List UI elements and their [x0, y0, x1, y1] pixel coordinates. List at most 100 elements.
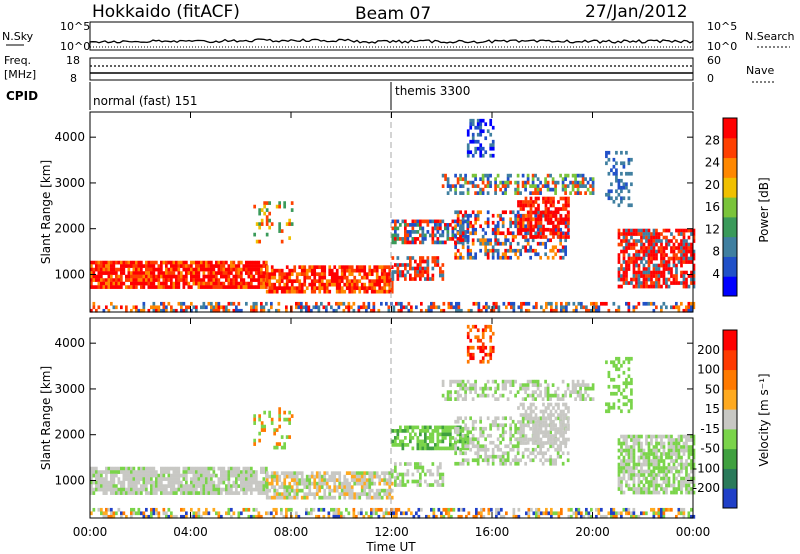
echo-cell — [620, 476, 623, 481]
echo-cell — [516, 241, 520, 246]
echo-cell — [637, 267, 641, 271]
echo-cell — [262, 278, 266, 282]
echo-cell — [202, 305, 206, 310]
echo-cell — [482, 305, 486, 310]
echo-cell — [210, 301, 213, 306]
echo-cell — [486, 433, 490, 438]
echo-cell — [504, 458, 508, 463]
echo-cell — [350, 286, 354, 291]
echo-cell — [536, 383, 540, 387]
echo-cell — [511, 248, 515, 253]
echo-cell — [677, 441, 681, 446]
echo-cell — [537, 203, 540, 208]
echo-cell — [484, 173, 487, 178]
echo-cell — [192, 271, 196, 275]
echo-cell — [554, 437, 558, 442]
echo-cell — [531, 238, 535, 243]
echo-cell — [424, 432, 427, 437]
echo-cell — [320, 279, 324, 284]
echo-cell — [175, 278, 178, 282]
echo-cell — [107, 514, 111, 519]
echo-cell — [625, 260, 628, 264]
echo-cell — [406, 263, 410, 267]
echo-cell — [95, 480, 98, 485]
echo-cell — [432, 511, 436, 516]
echo-cell — [685, 490, 688, 495]
echo-cell — [625, 150, 628, 155]
echo-cell — [461, 220, 465, 225]
echo-cell — [552, 228, 555, 232]
echo-cell — [620, 445, 623, 449]
echo-cell — [685, 462, 688, 467]
echo-cell — [230, 466, 233, 471]
echo-cell — [456, 213, 460, 218]
echo-cell — [150, 271, 153, 275]
echo-cell — [622, 490, 626, 495]
echo-cell — [325, 286, 329, 291]
echo-cell — [410, 305, 413, 310]
echo-cell — [670, 246, 673, 250]
echo-cell — [630, 469, 633, 474]
echo-cell — [150, 473, 153, 478]
echo-cell — [680, 480, 683, 484]
echo-cell — [197, 511, 201, 516]
echo-cell — [237, 477, 241, 481]
echo-cell — [489, 386, 492, 391]
echo-cell — [637, 256, 641, 261]
echo-cell — [507, 301, 511, 306]
echo-cell — [597, 511, 601, 516]
echo-cell — [363, 282, 367, 287]
echo-cell — [232, 264, 236, 268]
echo-cell — [677, 260, 681, 264]
echo-cell — [92, 285, 96, 289]
echo-cell — [652, 445, 656, 449]
echo-cell — [482, 507, 486, 512]
echo-cell — [441, 273, 445, 278]
echo-cell — [544, 379, 547, 384]
echo-cell — [692, 438, 696, 442]
echo-cell — [125, 477, 128, 481]
echo-cell — [436, 219, 440, 224]
echo-cell — [297, 305, 301, 310]
echo-cell — [416, 263, 420, 267]
echo-cell — [187, 281, 191, 286]
echo-cell — [441, 184, 445, 188]
echo-cell — [187, 271, 191, 275]
echo-cell — [682, 445, 686, 449]
echo-cell — [162, 477, 166, 481]
echo-cell — [657, 249, 661, 254]
echo-cell — [182, 491, 186, 495]
echo-cell — [432, 305, 436, 310]
echo-cell — [182, 470, 186, 474]
echo-cell — [190, 487, 193, 492]
echo-cell — [685, 473, 688, 477]
echo-cell — [544, 409, 548, 414]
echo-cell — [466, 129, 470, 134]
echo-cell — [484, 245, 488, 250]
echo-cell — [546, 393, 550, 398]
echo-cell — [667, 239, 671, 243]
echo-cell — [622, 196, 626, 201]
echo-cell — [486, 210, 490, 215]
echo-cell — [419, 226, 422, 231]
echo-cell — [162, 305, 166, 310]
echo-cell — [295, 474, 299, 479]
echo-cell — [300, 488, 304, 493]
echo-cell — [474, 252, 478, 257]
echo-cell — [544, 434, 548, 438]
echo-cell — [320, 485, 324, 490]
echo-cell — [685, 308, 688, 313]
echo-cell — [637, 441, 641, 446]
echo-cell — [546, 440, 550, 445]
echo-cell — [240, 473, 243, 478]
echo-cell — [487, 507, 491, 512]
echo-cell — [489, 440, 493, 445]
echo-cell — [368, 495, 372, 500]
echo-cell — [466, 245, 470, 250]
echo-cell — [557, 217, 560, 222]
echo-cell — [285, 305, 288, 310]
echo-cell — [227, 308, 231, 313]
echo-cell — [235, 484, 238, 488]
colorbar-band — [723, 197, 737, 218]
echo-cell — [610, 196, 613, 201]
